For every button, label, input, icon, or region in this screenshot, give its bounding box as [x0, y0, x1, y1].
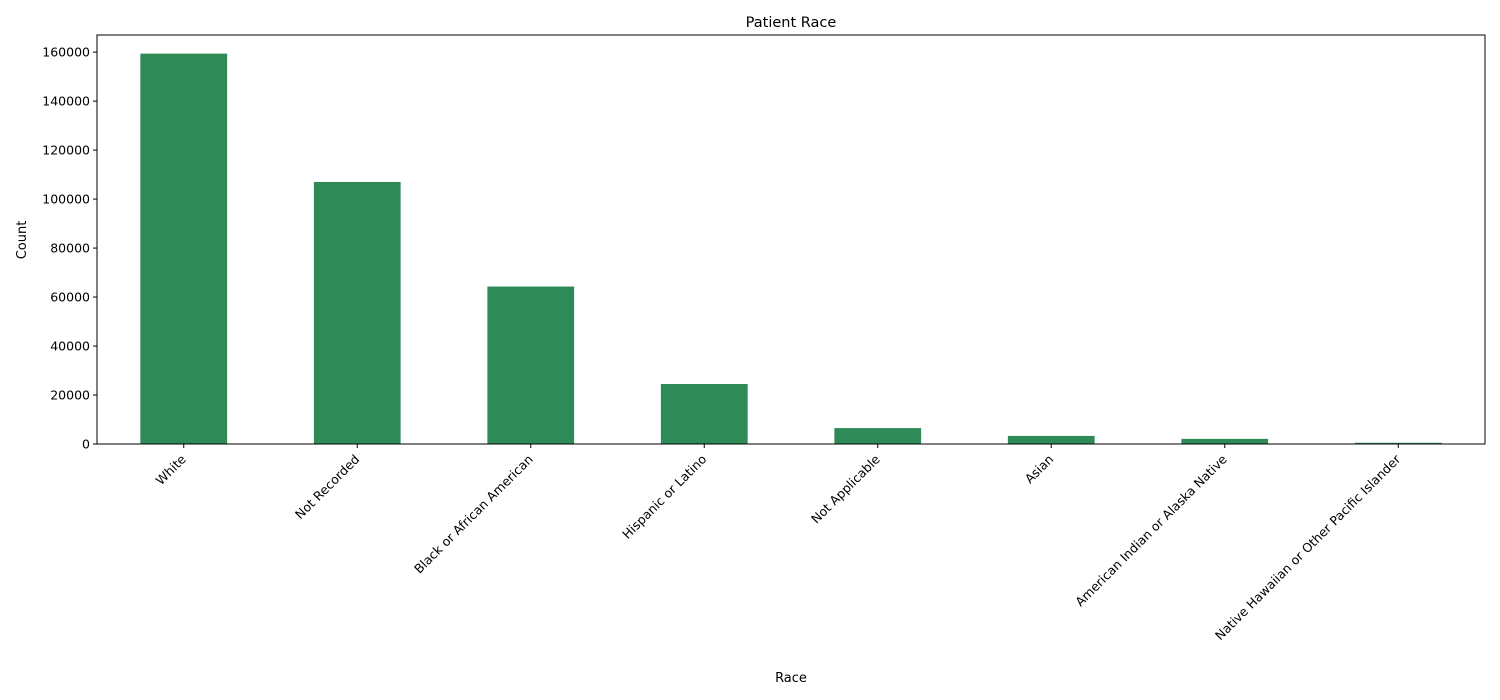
bar-2 [487, 286, 575, 444]
x-axis-label: Race [775, 671, 807, 686]
x-tick-label: Native Hawaiian or Other Pacific Islande… [1212, 451, 1404, 643]
y-tick-label: 140000 [42, 94, 90, 109]
y-tick-label: 20000 [50, 388, 90, 403]
y-tick-label: 0 [82, 437, 90, 452]
bar-4 [834, 428, 922, 444]
bar-1 [313, 181, 401, 444]
bar-6 [1181, 438, 1269, 444]
x-tick-label: Hispanic or Latino [619, 452, 709, 542]
y-axis-ticks: 0 20000 40000 60000 80000 100000 120000 140000 1… [42, 45, 97, 452]
y-tick-label: 60000 [50, 290, 90, 305]
y-tick-label: 120000 [42, 143, 90, 158]
x-tick-label: Black or African American [411, 452, 536, 577]
y-tick-label: 160000 [42, 45, 90, 60]
x-tick-label: American Indian or Alaska Native [1072, 451, 1230, 609]
x-axis-ticks: White Not Recorded Black or African Americ… [153, 444, 1404, 643]
y-tick-label: 80000 [50, 241, 90, 256]
x-tick-label: Not Recorded [292, 452, 362, 522]
y-tick-label: 100000 [42, 192, 90, 207]
y-axis-label: Count [15, 221, 30, 260]
x-tick-label: Not Applicable [808, 451, 883, 526]
x-tick-label: White [153, 451, 190, 488]
bar-7 [1354, 442, 1442, 444]
bar-5 [1007, 435, 1095, 444]
chart-title: Patient Race [746, 15, 837, 31]
bar-3 [660, 383, 748, 444]
x-tick-label: Asian [1022, 452, 1057, 487]
bars-group [140, 53, 1442, 445]
plot-frame [96, 34, 1486, 445]
bar-0 [140, 53, 228, 445]
y-tick-label: 40000 [50, 339, 90, 354]
